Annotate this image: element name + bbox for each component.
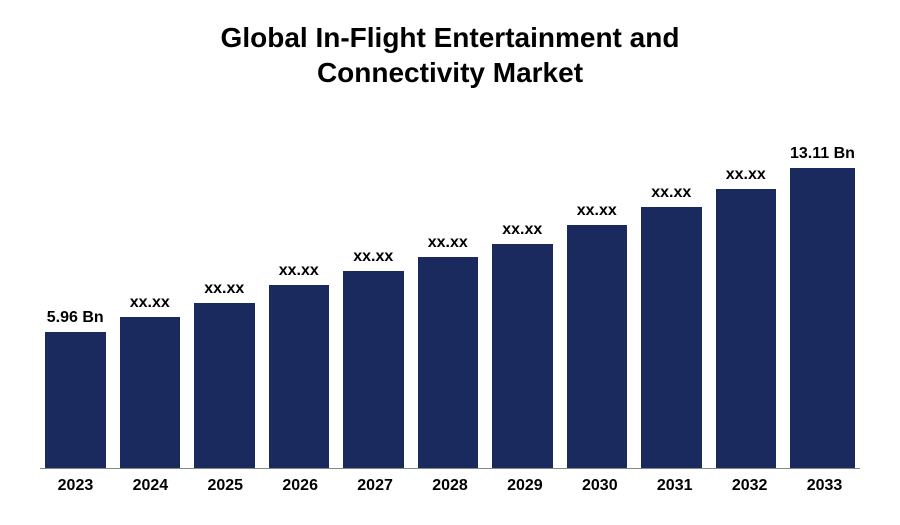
- chart-title-line2: Connectivity Market: [40, 55, 860, 90]
- x-axis-label: 2028: [420, 477, 481, 495]
- bar-value-label: 5.96 Bn: [47, 309, 104, 327]
- bar-group: xx.xx: [567, 125, 628, 468]
- bar-group: xx.xx: [343, 125, 404, 468]
- bar-value-label: xx.xx: [428, 234, 468, 252]
- x-axis-label: 2025: [195, 477, 256, 495]
- bars-container: 5.96 Bn xx.xx xx.xx xx.xx xx.xx xx.xx xx.xx xx.…: [40, 125, 860, 469]
- bar: [418, 257, 479, 468]
- bar-value-label: 13.11 Bn: [790, 145, 855, 163]
- bar-value-label: xx.xx: [502, 221, 542, 239]
- bar: [492, 244, 553, 468]
- bar-group: xx.xx: [418, 125, 479, 468]
- bar-group: xx.xx: [716, 125, 777, 468]
- bar-group: xx.xx: [120, 125, 181, 468]
- x-axis-label: 2030: [569, 477, 630, 495]
- bar: [641, 207, 702, 468]
- x-axis: 2023 2024 2025 2026 2027 2028 2029 2030 2031 2032…: [40, 469, 860, 495]
- bar-group: xx.xx: [492, 125, 553, 468]
- x-axis-label: 2033: [794, 477, 855, 495]
- x-axis-label: 2032: [719, 477, 780, 495]
- x-axis-label: 2027: [345, 477, 406, 495]
- bar-group: xx.xx: [269, 125, 330, 468]
- x-axis-label: 2026: [270, 477, 331, 495]
- bar-value-label: xx.xx: [130, 294, 170, 312]
- bar-value-label: xx.xx: [353, 248, 393, 266]
- bar-value-label: xx.xx: [204, 280, 244, 298]
- bar-group: xx.xx: [641, 125, 702, 468]
- x-axis-label: 2029: [494, 477, 555, 495]
- bar-group: 13.11 Bn: [790, 125, 855, 468]
- bar-value-label: xx.xx: [279, 262, 319, 280]
- bar: [45, 332, 106, 468]
- bar: [716, 189, 777, 468]
- bar: [567, 225, 628, 468]
- chart-area: 5.96 Bn xx.xx xx.xx xx.xx xx.xx xx.xx xx.xx xx.…: [40, 125, 860, 495]
- chart-title: Global In-Flight Entertainment and Conne…: [40, 20, 860, 90]
- bar: [120, 317, 181, 468]
- bar: [269, 285, 330, 468]
- bar-value-label: xx.xx: [577, 202, 617, 220]
- bar-value-label: xx.xx: [651, 184, 691, 202]
- bar: [790, 168, 855, 468]
- bar: [343, 271, 404, 468]
- bar-group: 5.96 Bn: [45, 125, 106, 468]
- chart-title-line1: Global In-Flight Entertainment and: [40, 20, 860, 55]
- x-axis-label: 2023: [45, 477, 106, 495]
- x-axis-label: 2031: [644, 477, 705, 495]
- bar: [194, 303, 255, 468]
- bar-value-label: xx.xx: [726, 166, 766, 184]
- x-axis-label: 2024: [120, 477, 181, 495]
- bar-group: xx.xx: [194, 125, 255, 468]
